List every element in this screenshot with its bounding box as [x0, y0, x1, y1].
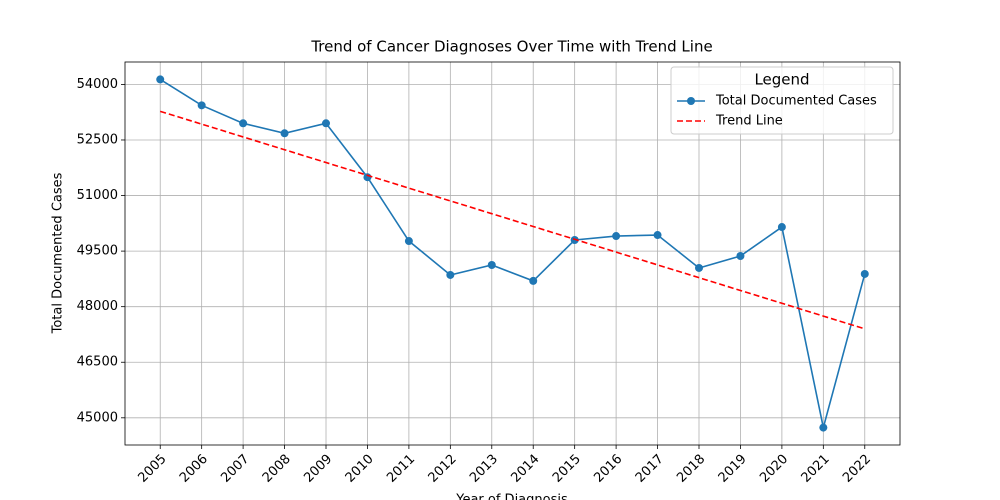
x-tick-label: 2008: [260, 452, 294, 486]
data-point: [653, 231, 662, 240]
legend-box: [670, 66, 894, 135]
series-line: [159, 110, 866, 330]
x-axis-label: Year of Diagnosis: [455, 493, 568, 500]
data-point: [819, 423, 828, 432]
x-tick-label: 2005: [136, 452, 170, 486]
x-tick-label: 2019: [716, 452, 750, 486]
y-tick-label: 51000: [77, 188, 118, 203]
legend-label: Total Documented Cases: [715, 94, 877, 109]
x-tick-label: 2022: [840, 452, 874, 486]
y-tick-label: 46500: [77, 355, 118, 370]
data-point: [363, 173, 372, 182]
data-point: [404, 237, 413, 246]
y-tick-label: 45000: [77, 410, 118, 425]
data-point: [529, 276, 538, 285]
data-point: [777, 223, 786, 232]
legend-title: Legend: [754, 71, 809, 89]
x-tick-label: 2017: [633, 452, 667, 486]
y-tick-label: 48000: [77, 299, 118, 314]
y-axis-label: Total Documented Cases: [51, 172, 66, 334]
y-tick-label: 52500: [77, 132, 118, 147]
data-point: [487, 261, 496, 270]
chart-title: Trend of Cancer Diagnoses Over Time with…: [310, 38, 712, 56]
x-tick-label: 2013: [467, 452, 501, 486]
data-point: [694, 263, 703, 272]
data-point: [197, 101, 206, 110]
legend: Legend Total Documented Cases Trend Line: [670, 66, 894, 135]
x-tick-label: 2014: [509, 452, 543, 486]
x-tick-label: 2010: [343, 452, 377, 486]
data-point: [446, 270, 455, 279]
x-tick-label: 2007: [218, 452, 252, 486]
x-tick-label: 2021: [799, 452, 833, 486]
y-tick-label: 54000: [77, 77, 118, 92]
data-point: [612, 232, 621, 241]
x-tick-label: 2020: [757, 452, 791, 486]
y-tick-label: 49500: [77, 244, 118, 259]
x-tick-label: 2006: [177, 452, 211, 486]
data-point: [322, 119, 331, 128]
data-point: [239, 119, 248, 128]
data-point: [280, 129, 289, 138]
x-tick-label: 2012: [426, 452, 460, 486]
legend-marker: [687, 97, 695, 105]
legend-label: Trend Line: [715, 114, 783, 129]
series-line: [159, 78, 866, 428]
plot-frame: [124, 61, 901, 446]
data-point: [156, 75, 165, 84]
x-tick-label: 2009: [301, 452, 335, 486]
x-tick-label: 2015: [550, 452, 584, 486]
data-point: [860, 269, 869, 278]
data-point: [736, 252, 745, 261]
x-tick-label: 2016: [591, 452, 625, 486]
x-tick-label: 2011: [384, 452, 418, 486]
x-tick-label: 2018: [674, 452, 708, 486]
